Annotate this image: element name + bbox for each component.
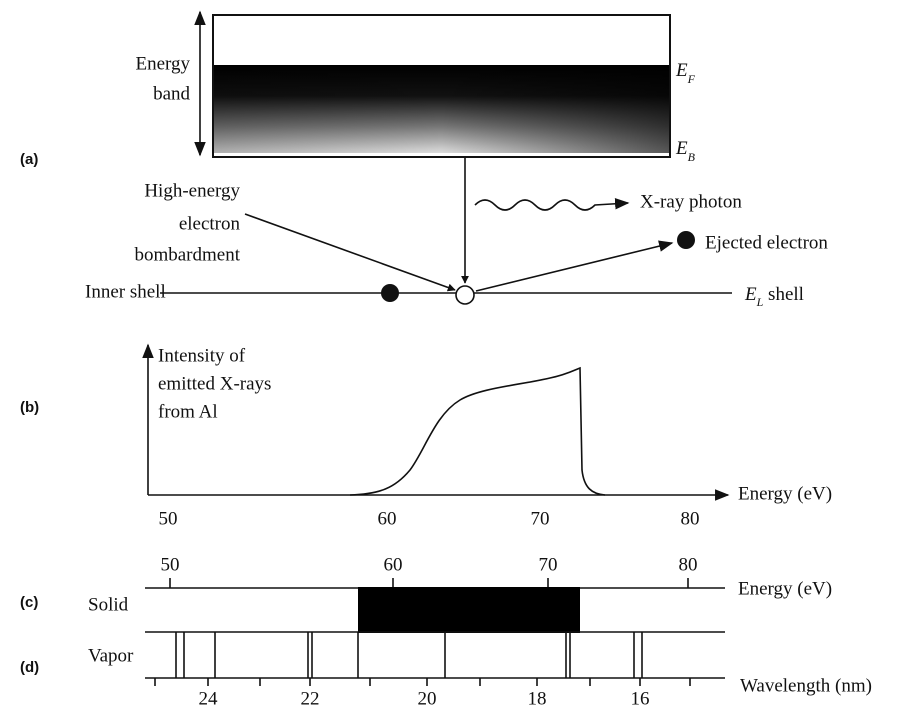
ejected-electron — [677, 231, 695, 249]
panel-label: (a) — [20, 151, 38, 168]
bottom-sub: B — [688, 150, 696, 164]
shell-letter: E — [744, 284, 757, 305]
inner-shell-label: Inner shell — [85, 281, 166, 302]
panel-b: Intensity of emitted X-rays from Al Ener… — [20, 343, 832, 529]
bombard-label: bombardment — [134, 244, 240, 265]
panel-d: Vapor 24 22 20 18 16 Wavelength — [20, 632, 872, 709]
solid-band — [358, 587, 580, 633]
row-label: Vapor — [88, 645, 134, 666]
bottom-tick-label: 24 — [199, 688, 219, 709]
panel-label: (c) — [20, 594, 38, 611]
x-tick-label: 60 — [378, 508, 397, 529]
y-label: Intensity of — [158, 345, 246, 366]
y-label: from Al — [158, 401, 218, 422]
x-label: Energy (eV) — [738, 578, 832, 599]
ejected-label: Ejected electron — [705, 232, 828, 253]
band-label: Energy — [135, 53, 190, 74]
hole — [455, 285, 475, 305]
bottom-tick-label: 20 — [418, 688, 437, 709]
x-label: Wavelength (nm) — [740, 675, 872, 696]
bottom-ticks — [154, 678, 691, 686]
bombard-label: High-energy — [144, 180, 240, 201]
x-tick-label: 70 — [531, 508, 550, 529]
row-label: Solid — [88, 594, 129, 615]
y-label: emitted X-rays — [158, 373, 271, 394]
bottom-letter: E — [675, 138, 688, 159]
bottom-label: EB — [675, 138, 696, 163]
vapor-lines — [175, 632, 643, 678]
top-tick-label: 80 — [679, 554, 698, 575]
shell-sub: L — [756, 295, 764, 309]
eject-arrow — [475, 240, 674, 292]
bottom-tick-label: 16 — [631, 688, 650, 709]
band-label: band — [153, 83, 190, 104]
x-label: Energy (eV) — [738, 483, 832, 504]
panel-label: (d) — [20, 659, 39, 676]
fermi-letter: E — [675, 60, 688, 81]
x-tick-label: 80 — [681, 508, 700, 529]
panel-label: (b) — [20, 399, 39, 416]
electron — [381, 284, 399, 302]
band-shade — [214, 65, 669, 153]
photon-wave — [474, 198, 630, 211]
fermi-label: EF — [675, 60, 696, 85]
panel-a: Energy band EF EB (a) X-ray photon High-… — [20, 10, 828, 309]
panel-c: 50 60 70 80 Energy (eV) Solid (c) — [20, 554, 832, 633]
photon-label: X-ray photon — [640, 191, 742, 212]
shell-suffix: shell — [763, 284, 804, 305]
bottom-tick-label: 18 — [528, 688, 547, 709]
bottom-tick-label: 22 — [301, 688, 320, 709]
spectrum-curve — [349, 366, 606, 496]
top-tick-label: 50 — [161, 554, 180, 575]
top-tick-label: 70 — [539, 554, 558, 575]
x-tick-label: 50 — [159, 508, 178, 529]
top-tick-label: 60 — [384, 554, 403, 575]
bombard-arrow — [244, 213, 456, 292]
bombard-label: electron — [179, 213, 241, 234]
shell-label: EL shell — [744, 284, 804, 308]
fermi-sub: F — [687, 72, 696, 86]
